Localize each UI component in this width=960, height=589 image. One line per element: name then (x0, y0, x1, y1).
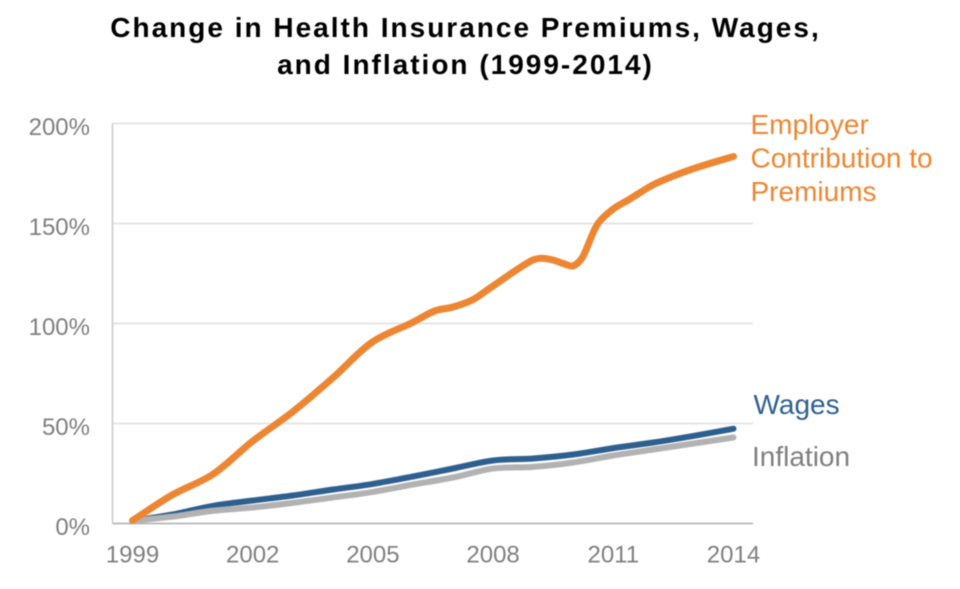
svg-text:and Inflation (1999-2014): and Inflation (1999-2014) (277, 49, 654, 80)
svg-text:150%: 150% (29, 214, 90, 241)
svg-text:100%: 100% (29, 314, 90, 341)
svg-text:Premiums: Premiums (751, 176, 877, 207)
svg-text:50%: 50% (42, 414, 90, 441)
svg-text:200%: 200% (29, 114, 90, 141)
svg-text:0%: 0% (55, 514, 90, 541)
svg-text:1999: 1999 (106, 542, 159, 569)
svg-text:2002: 2002 (226, 542, 279, 569)
svg-text:2011: 2011 (587, 542, 639, 569)
svg-text:Contribution to: Contribution to (751, 143, 933, 174)
svg-text:Inflation: Inflation (752, 441, 850, 472)
svg-text:2005: 2005 (346, 542, 399, 569)
svg-text:2014: 2014 (707, 542, 760, 569)
svg-text:Employer: Employer (751, 109, 869, 140)
svg-text:Change in Health Insurance Pre: Change in Health Insurance Premiums, Wag… (110, 12, 820, 43)
svg-text:Wages: Wages (754, 389, 840, 420)
svg-text:2008: 2008 (466, 542, 519, 569)
